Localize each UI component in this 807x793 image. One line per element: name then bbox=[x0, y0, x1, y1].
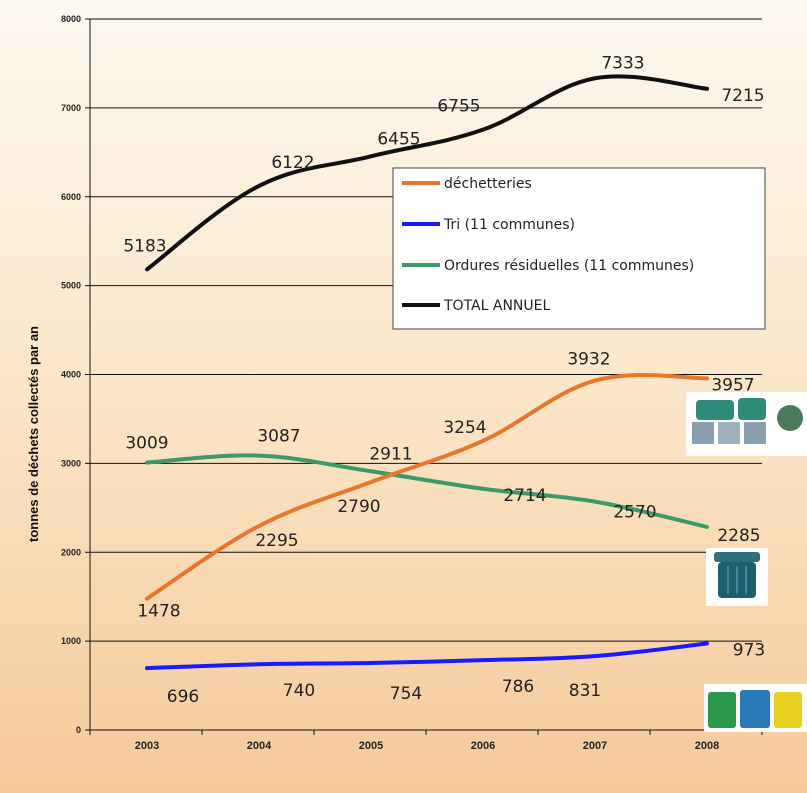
data-label: 786 bbox=[502, 677, 534, 697]
series-line-d-chetteries bbox=[145, 373, 709, 601]
x-tick-label: 2005 bbox=[359, 740, 383, 752]
y-axis-label: tonnes de déchets collectés par an bbox=[26, 326, 41, 542]
residual-waste-bin-icon bbox=[706, 548, 768, 606]
data-label: 3932 bbox=[567, 350, 610, 370]
legend-label: TOTAL ANNUEL bbox=[443, 298, 550, 314]
legend-label: déchetteries bbox=[444, 176, 532, 192]
x-tick-label: 2003 bbox=[135, 740, 159, 752]
data-label: 7333 bbox=[601, 53, 644, 73]
y-tick-label: 2000 bbox=[61, 547, 81, 557]
series-lines bbox=[145, 74, 709, 671]
series-line-total-annuel bbox=[145, 74, 709, 272]
data-label: 754 bbox=[390, 684, 422, 704]
x-tick-label: 2007 bbox=[583, 740, 607, 752]
data-label: 2714 bbox=[503, 486, 546, 506]
y-tick-label: 0 bbox=[76, 725, 81, 735]
series-line-ordures-r-siduelles-11-communes bbox=[145, 453, 709, 529]
data-label: 740 bbox=[283, 681, 315, 701]
data-label: 7215 bbox=[721, 86, 764, 106]
legend: déchetteries Tri (11 communes) Ordures rés… bbox=[392, 167, 766, 330]
y-tick-label: 3000 bbox=[61, 458, 81, 468]
y-tick-label: 8000 bbox=[61, 14, 81, 24]
data-label: 6455 bbox=[377, 129, 420, 149]
data-label: 2285 bbox=[717, 526, 760, 546]
data-label: 3957 bbox=[711, 375, 754, 395]
data-label: 973 bbox=[733, 641, 765, 661]
data-label: 3087 bbox=[257, 427, 300, 447]
data-label: 831 bbox=[569, 681, 601, 701]
y-tick-label: 7000 bbox=[61, 103, 81, 113]
x-tick-label: 2008 bbox=[695, 740, 719, 752]
data-label: 2790 bbox=[337, 497, 380, 517]
sorting-bins-icon bbox=[704, 684, 807, 732]
data-label: 5183 bbox=[123, 236, 166, 256]
data-labels: 1478 2295 2790 3254 3932 3957 696 740 754 786 831 9… bbox=[123, 53, 765, 707]
x-tick-label: 2006 bbox=[471, 740, 495, 752]
legend-label: Ordures résiduelles (11 communes) bbox=[444, 258, 694, 274]
data-label: 6755 bbox=[437, 97, 480, 117]
data-label: 2570 bbox=[613, 503, 656, 523]
data-label: 696 bbox=[167, 687, 199, 707]
legend-label: Tri (11 communes) bbox=[443, 217, 575, 233]
axes: 0 1000 2000 3000 4000 5000 6000 7000 8000 2003 200… bbox=[61, 14, 763, 752]
y-tick-label: 4000 bbox=[61, 370, 81, 380]
y-tick-label: 6000 bbox=[61, 192, 81, 202]
data-label: 2295 bbox=[255, 531, 298, 551]
data-label: 3254 bbox=[443, 418, 486, 438]
data-label: 6122 bbox=[271, 153, 314, 173]
y-tick-label: 5000 bbox=[61, 281, 81, 291]
data-label: 1478 bbox=[137, 602, 180, 622]
series-line-tri-11-communes bbox=[145, 641, 709, 671]
legend-box bbox=[392, 167, 766, 330]
x-tick-label: 2004 bbox=[247, 740, 272, 752]
data-label: 3009 bbox=[125, 434, 168, 454]
y-tick-label: 1000 bbox=[61, 636, 81, 646]
data-label: 2911 bbox=[369, 444, 412, 464]
recycling-bins-icon bbox=[686, 392, 807, 456]
